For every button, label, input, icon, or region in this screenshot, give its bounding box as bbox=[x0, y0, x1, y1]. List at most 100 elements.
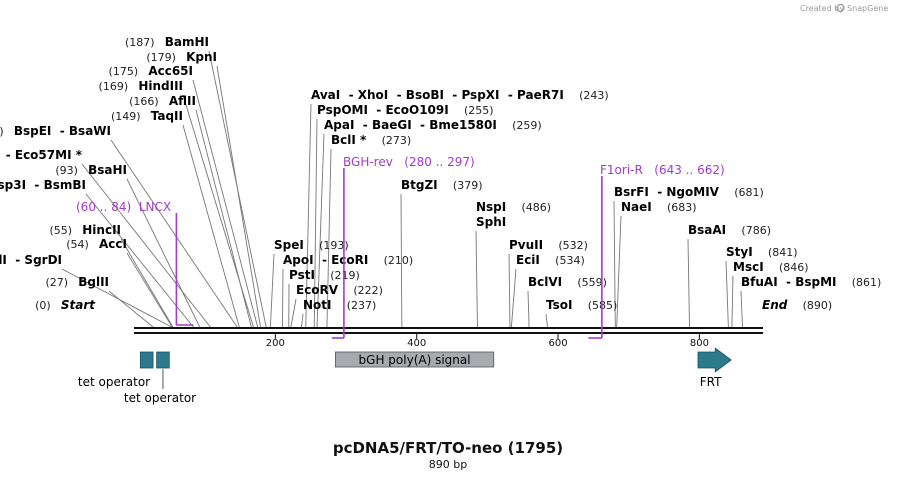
enzyme-name[interactable]: BspMI bbox=[795, 275, 836, 289]
site-leader-line bbox=[476, 231, 477, 327]
site-position: (243) bbox=[579, 89, 609, 102]
enzyme-name[interactable]: BsaWI bbox=[69, 124, 111, 138]
site-styi[interactable]: StyI (841) bbox=[726, 241, 798, 260]
site-spei[interactable]: SpeI (193) bbox=[274, 234, 349, 253]
site-leader-line bbox=[617, 216, 621, 327]
site-end[interactable]: End (890) bbox=[762, 294, 832, 313]
feature-box bbox=[157, 352, 170, 368]
site-btgzi[interactable]: BtgZI (379) bbox=[401, 174, 483, 193]
enzyme-name[interactable]: NspI bbox=[476, 200, 506, 214]
site-label-line: (187) BamHI bbox=[125, 31, 209, 50]
site-position: (210) bbox=[384, 254, 414, 267]
site-leader-line bbox=[688, 239, 689, 327]
enzyme-name[interactable]: BsoBI bbox=[406, 88, 444, 102]
enzyme-name[interactable]: Esp3I bbox=[0, 178, 26, 192]
site-leader-line bbox=[291, 299, 296, 327]
enzyme-name[interactable]: BsaHI bbox=[88, 163, 127, 177]
enzyme-name[interactable]: BsrFI bbox=[614, 185, 649, 199]
enzyme-name[interactable]: BsmBI bbox=[44, 178, 86, 192]
enzyme-name[interactable]: SgrDI bbox=[24, 253, 62, 267]
primer-name: F1ori-R bbox=[600, 163, 643, 177]
site-tsoi[interactable]: TsoI (585) bbox=[546, 294, 617, 313]
enzyme-name[interactable]: MscI bbox=[733, 260, 764, 274]
site-label-line: (108) BpmI - Eco57MI * bbox=[0, 144, 83, 163]
enzyme-name[interactable]: TaqII bbox=[151, 109, 183, 123]
map-title: pcDNA5/FRT/TO-neo (1795) bbox=[333, 439, 563, 457]
enzyme-name[interactable]: NgoMIV bbox=[666, 185, 719, 199]
enzyme-name[interactable]: StyI bbox=[726, 245, 753, 259]
site-bglii[interactable]: (27) BglII bbox=[45, 271, 109, 290]
enzyme-name[interactable]: Bme1580I bbox=[429, 118, 497, 132]
feature-frt[interactable]: FRT bbox=[698, 348, 731, 389]
site-nspi[interactable]: NspI (486)SphI bbox=[476, 196, 551, 230]
site-leader-line bbox=[109, 291, 153, 327]
enzyme-name[interactable]: ApoI bbox=[283, 253, 314, 267]
enzyme-name[interactable]: AvaI bbox=[311, 88, 340, 102]
enzyme-name[interactable]: SalI bbox=[0, 253, 7, 267]
enzyme-name[interactable]: BfuAI bbox=[741, 275, 778, 289]
site-bspei[interactable]: (146) BspEI - BsaWI bbox=[0, 120, 111, 139]
feature-box bbox=[140, 352, 153, 368]
site-label-line: BsaAI (786) bbox=[688, 219, 771, 238]
primer-range: (643 .. 662) bbox=[654, 163, 724, 177]
site-bpmi[interactable]: (108) BpmI - Eco57MI * bbox=[0, 144, 83, 163]
site-leader-line bbox=[196, 110, 251, 327]
enzyme-name[interactable]: TsoI bbox=[546, 298, 572, 312]
site-position: (890) bbox=[803, 299, 833, 312]
site-bclvi[interactable]: BclVI (559) bbox=[528, 271, 607, 290]
enzyme-name[interactable]: BsaAI bbox=[688, 223, 726, 237]
site-label-line: TsoI (585) bbox=[546, 294, 617, 313]
site-bamhi[interactable]: (187) BamHI bbox=[125, 31, 209, 50]
ruler-tick-label: 400 bbox=[407, 338, 426, 349]
primer-range: (280 .. 297) bbox=[404, 155, 474, 169]
site-position: (683) bbox=[667, 201, 697, 214]
enzyme-name[interactable]: HindIII bbox=[138, 79, 183, 93]
enzyme-name[interactable]: SphI bbox=[476, 215, 506, 229]
enzyme-name[interactable]: BglII bbox=[78, 275, 109, 289]
site-position: (259) bbox=[512, 119, 542, 132]
enzyme-name[interactable]: NaeI bbox=[621, 200, 652, 214]
site-bsrfi[interactable]: BsrFI - NgoMIV (681) bbox=[614, 181, 764, 200]
enzyme-name[interactable]: PvuII bbox=[509, 238, 543, 252]
enzyme-name[interactable]: Start bbox=[61, 298, 96, 312]
enzyme-name[interactable]: BtgZI bbox=[401, 178, 438, 192]
enzyme-name[interactable]: EcoRI bbox=[331, 253, 368, 267]
feature-bgh-poly-a-signal[interactable]: bGH poly(A) signal bbox=[335, 352, 493, 367]
enzyme-name[interactable]: BclVI bbox=[528, 275, 562, 289]
enzyme-name[interactable]: PspOMI bbox=[317, 103, 368, 117]
site-position: (681) bbox=[734, 186, 764, 199]
enzyme-name[interactable]: BclI * bbox=[331, 133, 367, 147]
enzyme-name[interactable]: PstI bbox=[289, 268, 315, 282]
enzyme-name[interactable]: NotI bbox=[303, 298, 332, 312]
enzyme-name[interactable]: Acc65I bbox=[148, 64, 193, 78]
enzyme-name[interactable]: AflII bbox=[169, 94, 196, 108]
enzyme-name[interactable]: XhoI bbox=[358, 88, 389, 102]
ruler-tick-label: 200 bbox=[266, 338, 285, 349]
enzyme-name[interactable]: BamHI bbox=[165, 35, 209, 49]
enzyme-name[interactable]: ApaI bbox=[324, 118, 354, 132]
site-position: (27) bbox=[45, 276, 68, 289]
site-hincii[interactable]: (55) HincII bbox=[49, 219, 121, 238]
enzyme-name[interactable]: AccI bbox=[99, 237, 127, 251]
enzyme-name[interactable]: PaeR7I bbox=[517, 88, 564, 102]
site-bsaai[interactable]: BsaAI (786) bbox=[688, 219, 771, 238]
enzyme-name[interactable]: KpnI bbox=[186, 50, 217, 64]
site-position: (93) bbox=[55, 164, 78, 177]
enzyme-name[interactable]: SpeI bbox=[274, 238, 304, 252]
site-sali[interactable]: (53) SalI - SgrDI bbox=[0, 249, 62, 268]
feature-tet-operator[interactable]: tet operator bbox=[78, 352, 153, 389]
enzyme-name[interactable]: HincII bbox=[82, 223, 121, 237]
enzyme-name[interactable]: EciI bbox=[516, 253, 540, 267]
enzyme-name[interactable]: PspXI bbox=[461, 88, 499, 102]
enzyme-name[interactable]: Eco57MI * bbox=[15, 148, 83, 162]
site-start[interactable]: (0) Start bbox=[35, 294, 96, 313]
enzyme-name[interactable]: End bbox=[762, 298, 788, 312]
enzyme-name[interactable]: EcoO109I bbox=[385, 103, 448, 117]
primer-label: F1ori-R (643 .. 662) bbox=[600, 163, 725, 177]
enzyme-name[interactable]: BspEI bbox=[14, 124, 52, 138]
primer-label: BGH-rev (280 .. 297) bbox=[343, 155, 475, 169]
site-leader-line bbox=[111, 140, 237, 327]
